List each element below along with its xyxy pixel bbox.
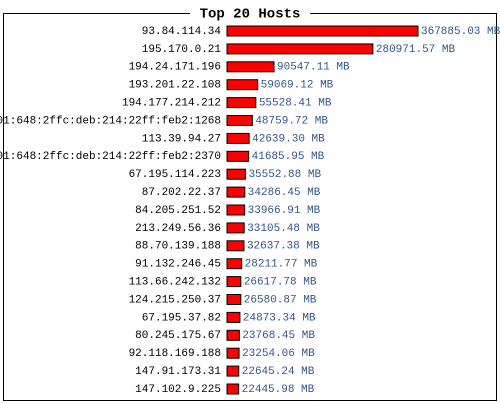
y-tick-label: 91.132.246.45 bbox=[135, 259, 221, 271]
value-label: 28211.77 MB bbox=[245, 259, 318, 271]
bar bbox=[226, 383, 240, 395]
value-label: 34286.45 MB bbox=[248, 187, 321, 199]
value-label: 90547.11 MB bbox=[277, 62, 350, 74]
bar bbox=[226, 294, 242, 305]
value-label: 26580.87 MB bbox=[244, 294, 317, 306]
y-tick-label: 93.84.114.34 bbox=[142, 26, 222, 38]
bar bbox=[226, 25, 419, 37]
y-tick-label: 194.177.214.212 bbox=[122, 98, 221, 110]
y-tick-label: 88.70.139.188 bbox=[135, 241, 221, 253]
bar bbox=[226, 276, 242, 288]
bar bbox=[226, 168, 246, 180]
y-tick-label: 2001:648:2ffc:deb:214:22ff:feb2:2370 bbox=[0, 151, 221, 163]
value-label: 23768.45 MB bbox=[242, 330, 315, 342]
bar bbox=[226, 365, 240, 377]
bar bbox=[226, 132, 250, 144]
bar bbox=[226, 311, 241, 323]
value-label: 55528.41 MB bbox=[259, 98, 332, 110]
y-tick-label: 67.195.37.82 bbox=[142, 312, 221, 324]
bar bbox=[226, 43, 374, 55]
value-label: 23254.06 MB bbox=[242, 348, 315, 360]
value-label: 24873.34 MB bbox=[243, 312, 316, 324]
value-label: 42639.30 MB bbox=[252, 133, 325, 145]
bar bbox=[226, 204, 246, 216]
bar bbox=[226, 347, 240, 359]
bar bbox=[226, 186, 246, 198]
y-tick-label: 2001:648:2ffc:deb:214:22ff:feb2:1268 bbox=[0, 115, 221, 127]
y-tick-label: 80.245.175.67 bbox=[135, 330, 221, 342]
y-tick-label: 193.201.22.108 bbox=[129, 80, 221, 92]
y-tick-label: 124.215.250.37 bbox=[129, 294, 221, 306]
y-tick-label: 113.66.242.132 bbox=[129, 277, 221, 289]
value-label: 22445.98 MB bbox=[242, 384, 315, 396]
bar bbox=[226, 240, 245, 252]
value-label: 35552.88 MB bbox=[248, 169, 321, 181]
bar bbox=[226, 61, 275, 73]
value-label: 367885.03 MB bbox=[421, 26, 500, 38]
bar bbox=[226, 115, 253, 126]
y-tick-label: 147.102.9.225 bbox=[135, 384, 221, 396]
y-tick-label: 87.202.22.37 bbox=[142, 187, 221, 199]
value-label: 48759.72 MB bbox=[255, 115, 328, 127]
value-label: 32637.38 MB bbox=[247, 241, 320, 253]
value-label: 33966.91 MB bbox=[248, 205, 321, 217]
value-label: 41685.95 MB bbox=[252, 151, 325, 163]
bar bbox=[226, 222, 245, 234]
y-tick-label: 92.118.169.188 bbox=[129, 348, 221, 360]
value-label: 280971.57 MB bbox=[376, 44, 456, 56]
y-tick-label: 195.170.0.21 bbox=[142, 44, 222, 56]
value-label: 59069.12 MB bbox=[261, 80, 334, 92]
y-tick-label: 67.195.114.223 bbox=[129, 169, 221, 181]
y-tick-label: 194.24.171.196 bbox=[129, 62, 221, 74]
value-label: 33105.48 MB bbox=[247, 223, 320, 235]
value-label: 26617.78 MB bbox=[244, 277, 317, 289]
y-tick-label: 84.205.251.52 bbox=[135, 205, 221, 217]
y-tick-label: 213.249.56.36 bbox=[135, 223, 221, 235]
bar bbox=[226, 97, 257, 109]
bar bbox=[226, 79, 259, 91]
bar bbox=[226, 329, 240, 341]
title-bg bbox=[190, 5, 310, 21]
bar bbox=[226, 258, 243, 270]
y-tick-label: 113.39.94.27 bbox=[142, 133, 221, 145]
bar bbox=[226, 150, 250, 162]
y-tick-label: 147.91.173.31 bbox=[135, 366, 221, 378]
value-label: 22645.24 MB bbox=[242, 366, 315, 378]
chart-title: Top 20 Hosts bbox=[200, 7, 301, 23]
